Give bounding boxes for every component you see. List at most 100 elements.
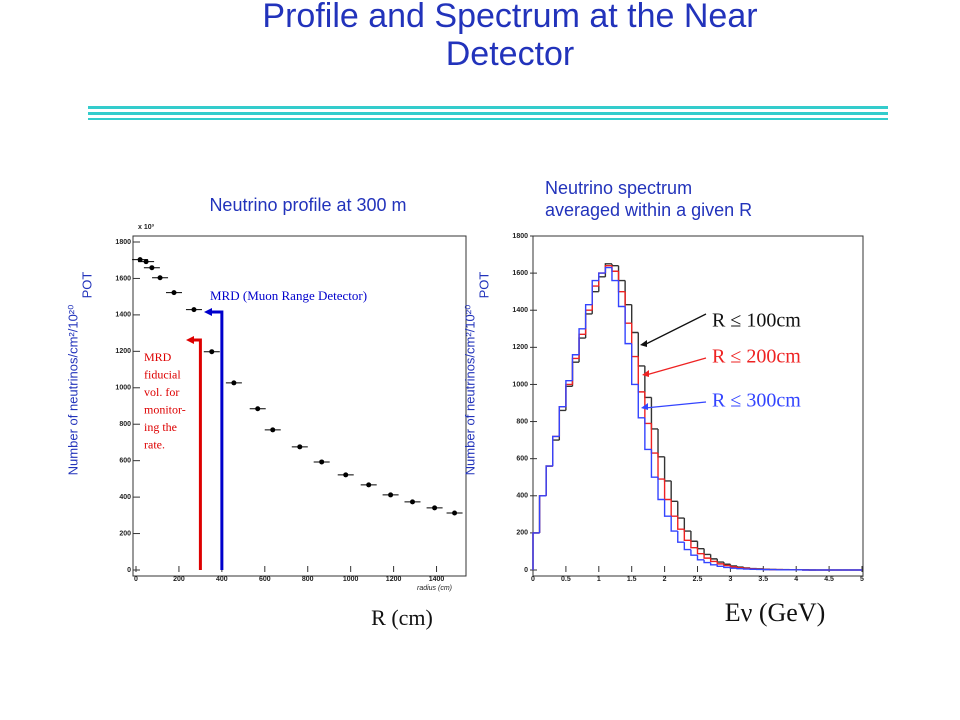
arrow-head (641, 403, 648, 410)
x-tick-label: 1400 (429, 576, 445, 583)
histogram-step (532, 532, 540, 570)
x-tick-label: 0 (531, 576, 535, 583)
histogram-step (690, 531, 698, 542)
histogram-step (591, 290, 599, 314)
histogram-step (545, 465, 553, 496)
y-tick-label: 1200 (512, 344, 528, 351)
slide-title: Profile and Spectrum at the Near Detector (262, 0, 757, 73)
histogram-step (742, 567, 751, 570)
histogram-step (532, 532, 540, 570)
y-tick-label: 0 (127, 567, 131, 574)
data-point (297, 444, 303, 450)
annotation: fiducial (144, 367, 181, 381)
data-point (171, 290, 177, 296)
histogram-step (631, 323, 639, 358)
legend-pointer (645, 357, 707, 376)
legend-entry: R ≤ 200cm (712, 346, 801, 368)
histogram-step (683, 518, 691, 532)
y-axis-label: POT (79, 272, 94, 299)
x-tick-label: 4.5 (824, 576, 834, 583)
y-tick-label: 400 (516, 493, 528, 500)
histogram-step (611, 263, 619, 267)
histogram-step (617, 265, 626, 282)
arrow-head (640, 340, 647, 347)
histogram-step (690, 549, 698, 556)
rule (88, 106, 888, 109)
chart-title: averaged within a given R (545, 200, 752, 220)
histogram-step (584, 303, 593, 329)
histogram-step (631, 304, 639, 334)
histogram-step (644, 417, 652, 451)
histogram-step (723, 563, 731, 567)
histogram-step (624, 306, 632, 345)
y-tick-label: 600 (516, 456, 528, 463)
histogram-step (538, 495, 547, 533)
y-tick-label: 1400 (115, 312, 131, 319)
histogram-step (709, 554, 718, 560)
x-tick-label: 400 (216, 576, 228, 583)
histogram-step (670, 480, 678, 503)
y-tick-label: 200 (119, 530, 131, 537)
histogram-step (558, 406, 566, 437)
histogram-step (617, 271, 626, 293)
x-axis-label: R (cm) (371, 605, 433, 630)
data-point (191, 307, 197, 313)
histogram-step (677, 516, 685, 530)
x-tick-label: 600 (259, 576, 271, 583)
histogram-step (565, 383, 573, 407)
plot-frame (532, 235, 864, 577)
annotation: vol. for (144, 385, 179, 399)
y-tick-label: 1600 (115, 275, 131, 282)
annotation: ing the (144, 420, 177, 434)
histogram-step (709, 558, 718, 563)
x-axis-label: Eν (GeV) (725, 598, 826, 627)
histogram-step (716, 558, 724, 563)
histogram-step (591, 285, 599, 311)
data-point (143, 259, 149, 265)
histogram-step (723, 562, 731, 565)
histogram-step (677, 531, 685, 543)
histogram-step (729, 567, 737, 569)
histogram-step (709, 562, 718, 566)
histogram-step (670, 516, 678, 532)
histogram-step (552, 439, 560, 467)
data-point (137, 257, 143, 263)
histogram-step (637, 332, 645, 367)
histogram-step (650, 449, 659, 478)
histogram-step (538, 495, 547, 533)
histogram-step (650, 397, 659, 430)
histogram-step (657, 477, 665, 501)
histogram-step (578, 337, 586, 363)
histogram-step (578, 328, 586, 355)
arrow-head (186, 336, 194, 344)
x-tick-label: 2 (663, 576, 667, 583)
histogram-step (650, 423, 659, 454)
histogram-step (571, 354, 580, 381)
legend-pointer (644, 401, 707, 409)
histogram-step (703, 548, 711, 556)
histogram-step (637, 384, 645, 419)
y-tick-label: 1800 (115, 239, 131, 246)
histogram-step (591, 279, 599, 305)
histogram-step (657, 428, 665, 458)
y-tick-label: 200 (516, 530, 528, 537)
chart-title: Neutrino spectrum (545, 178, 692, 198)
histogram-step (558, 409, 566, 441)
y-axis-label: Number of neutrinos/cm²/10²⁰ (462, 305, 477, 476)
histogram-step (604, 266, 612, 274)
x-tick-label: 4 (794, 576, 798, 583)
histogram-step (723, 566, 731, 569)
data-point (366, 482, 372, 488)
histogram-step (716, 561, 724, 565)
histogram-step (696, 541, 705, 550)
data-point (432, 505, 438, 511)
annotation: monitor- (144, 402, 186, 416)
histogram-step (683, 542, 691, 551)
histogram-step (598, 272, 606, 287)
histogram-step (716, 564, 724, 567)
histogram-step (736, 568, 744, 570)
annotation: MRD (Muon Range Detector) (210, 288, 367, 303)
histogram-step (545, 465, 553, 496)
x-tick-label: 0.5 (561, 576, 571, 583)
histogram-step (690, 540, 698, 549)
